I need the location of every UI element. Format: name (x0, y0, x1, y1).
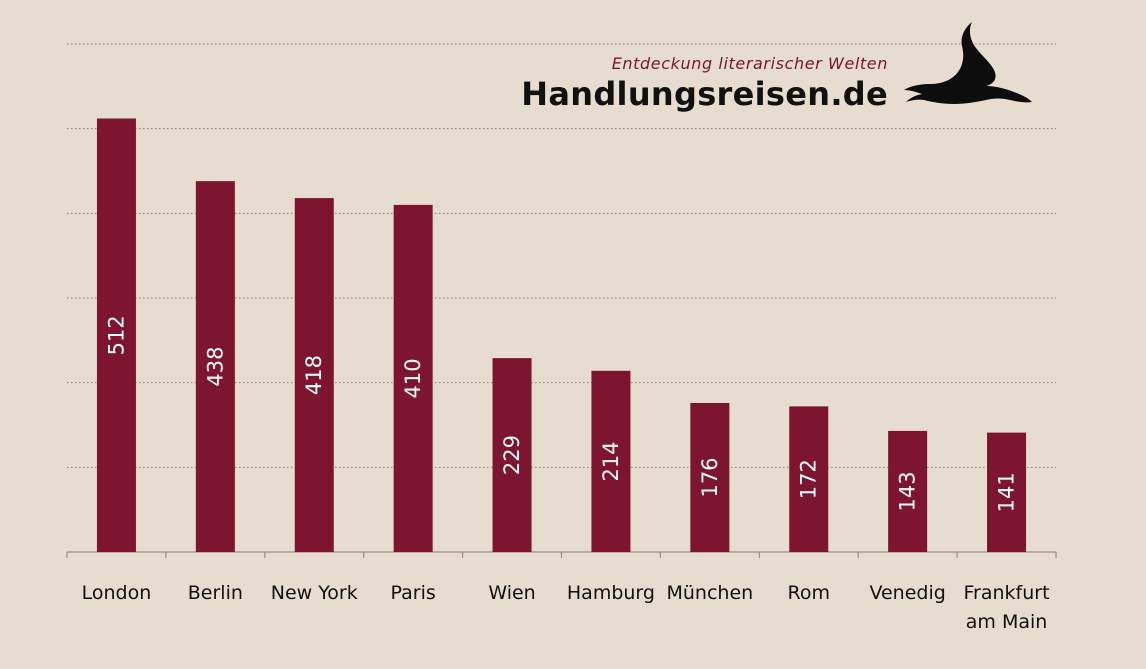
bar (591, 370, 631, 552)
x-axis (66, 551, 1057, 558)
bar-value-label: 229 (500, 435, 524, 475)
bar-value-label: 410 (401, 358, 425, 398)
category-label: Berlin (188, 582, 243, 604)
bar-value-label: 143 (896, 471, 920, 511)
bar (393, 204, 433, 552)
category-label: München (666, 582, 753, 604)
category-label: London (82, 582, 152, 604)
bar-value-label: 172 (797, 459, 821, 499)
category-label: Hamburg (567, 582, 655, 604)
goose-silhouette-icon (904, 22, 1032, 104)
bar (492, 358, 532, 552)
bar (987, 432, 1027, 552)
bar-value-label: 512 (104, 315, 128, 355)
bar-value-label: 418 (302, 355, 326, 395)
bar-value-label: 214 (599, 441, 623, 481)
bar (96, 118, 136, 553)
brand-name: Handlungsreisen.de (521, 75, 888, 113)
category-label: Venedig (869, 582, 945, 604)
brand-block: Entdeckung literarischer Welten Handlung… (521, 54, 888, 113)
category-label: Rom (788, 582, 830, 604)
bar (789, 406, 829, 552)
bar (294, 198, 334, 553)
category-label: Wien (488, 582, 535, 604)
bars: 512 438 418 410 229 214 176 172 143 141 (96, 118, 1027, 553)
category-labels: London Berlin New York Paris Wien Hamburg Münc… (82, 582, 1050, 633)
category-label: New York (271, 582, 358, 604)
bar (888, 430, 928, 552)
bar-value-label: 141 (995, 472, 1019, 512)
bar-value-label: 438 (203, 347, 227, 387)
bar-value-label: 176 (698, 457, 722, 497)
brand-tagline: Entdeckung literarischer Welten (611, 54, 888, 73)
category-label: Paris (391, 582, 436, 604)
category-label: Frankfurt am Main (964, 582, 1050, 633)
bar (195, 181, 235, 552)
bar (690, 402, 730, 552)
